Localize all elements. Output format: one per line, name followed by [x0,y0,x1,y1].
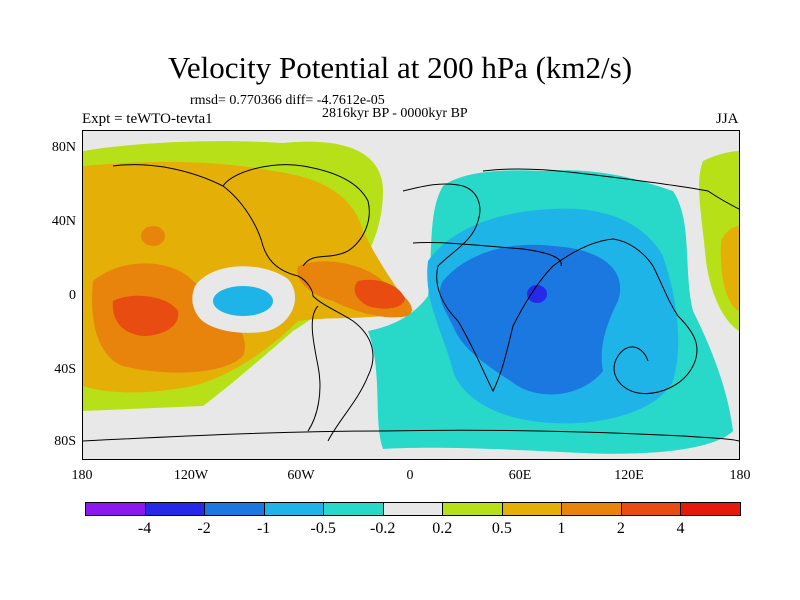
colorbar-swatch [620,502,682,516]
colorbar-label: -1 [256,520,271,537]
contour-neg2-indian [527,285,547,303]
colorbar-swatch [680,502,741,516]
colorbar-label: -0.5 [310,520,336,537]
y-tick-label: 80S [54,434,76,449]
x-tick-label: 60W [287,468,315,483]
contour-1-pacific-small [141,226,165,246]
velocity-potential-map [83,131,739,459]
colorbar-label: -2 [197,520,211,537]
y-tick-label: 80N [51,140,76,155]
colorbar-label: 0.2 [432,520,453,537]
colorbar-swatch [442,502,503,516]
contour-neg1-east [439,244,621,395]
experiment-label: Expt = teWTO-tevta1 [82,111,213,127]
colorbar-swatch [204,502,265,516]
x-tick-label: 0 [406,468,414,483]
contour-2-atlantic [354,279,405,309]
x-tick-label: 180 [729,468,751,483]
coastlines [83,164,739,442]
map-panel [82,130,740,460]
contour-0.5-fareast [720,226,739,311]
colorbar [85,502,741,516]
colorbar-label: 0.5 [491,520,512,537]
y-tick-label: 0 [69,288,76,303]
colorbar-swatch [85,502,146,516]
colorbar-label: -4 [137,520,152,537]
x-tick-label: 120W [173,468,209,483]
contour-neg0.5-epac [213,286,273,316]
colorbar-label: 2 [616,520,625,537]
y-tick-label: 40S [54,362,76,377]
stats-subtitle: rmsd= 0.770366 diff= -4.7612e-05 [190,93,385,108]
colorbar-swatch [144,502,206,516]
colorbar-swatch [263,502,325,516]
colorbar-swatch [501,502,563,516]
contour-2-west [112,295,179,336]
x-tick-label: 120E [614,468,644,483]
y-tick-label: 40N [51,214,76,229]
colorbar-label: 4 [676,520,685,537]
chart-title: Velocity Potential at 200 hPa (km2/s) [167,50,633,85]
period-label: 2816kyr BP - 0000kyr BP [322,106,468,121]
colorbar-swatch [323,502,384,516]
colorbar-swatch [382,502,444,516]
x-tick-label: 60E [508,468,532,483]
x-tick-label: 180 [71,468,93,483]
season-label: JJA [716,111,739,127]
colorbar-label: -0.2 [370,520,396,537]
colorbar-swatch [561,502,622,516]
colorbar-label: 1 [557,520,566,537]
